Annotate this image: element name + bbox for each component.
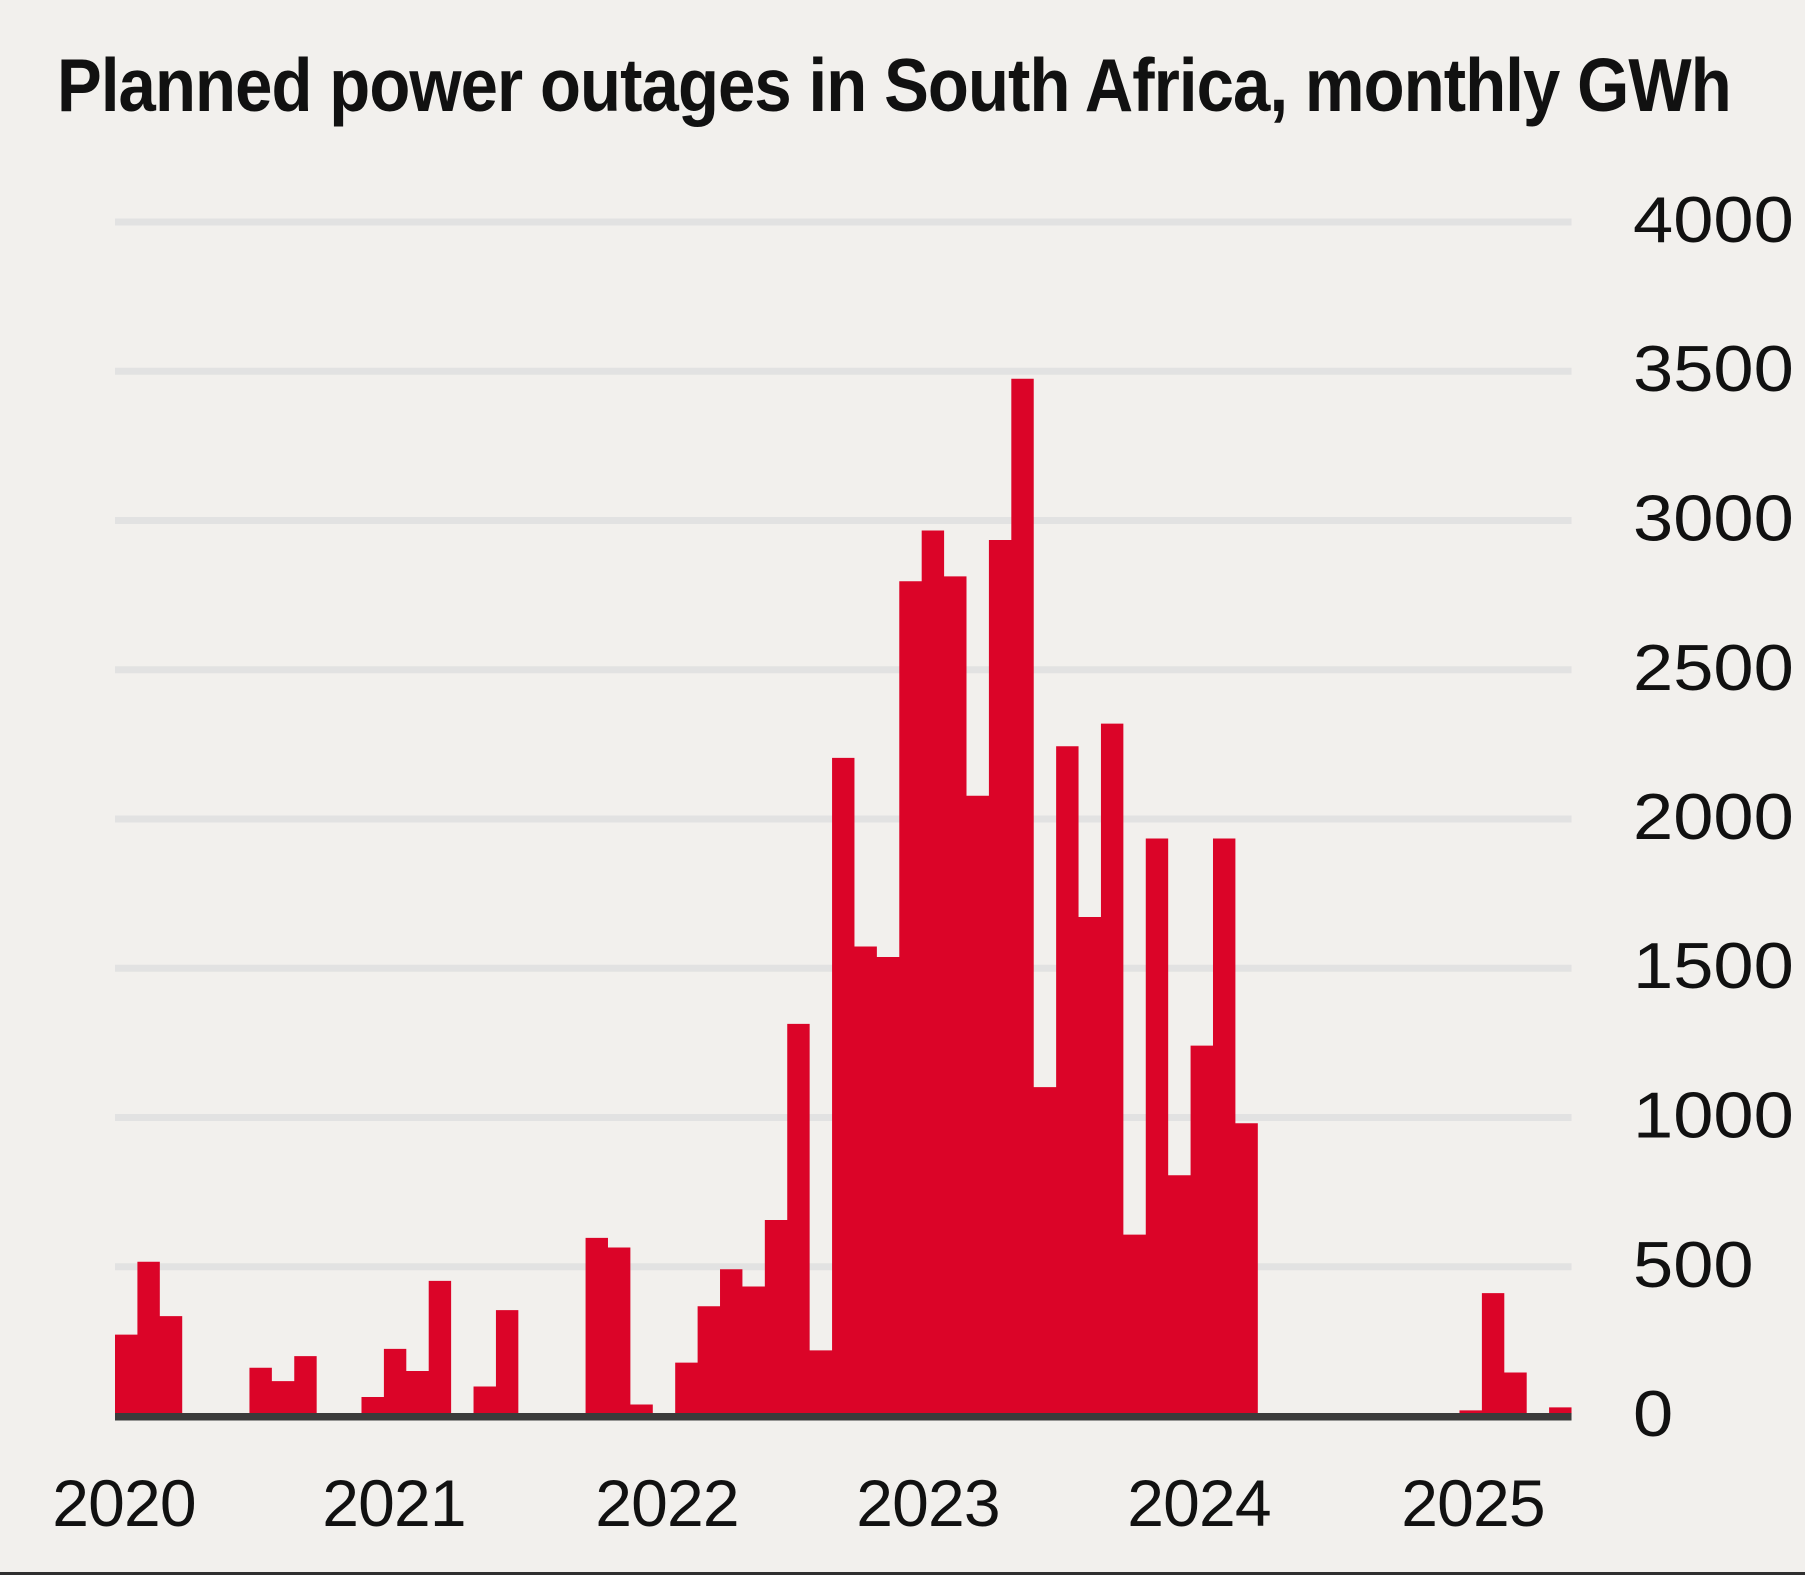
svg-text:2022: 2022 [595,1466,739,1540]
svg-text:3500: 3500 [1633,332,1794,405]
svg-text:2000: 2000 [1633,780,1794,853]
svg-text:3000: 3000 [1633,482,1794,555]
svg-text:2021: 2021 [322,1466,466,1540]
svg-text:0: 0 [1633,1377,1673,1450]
svg-text:2020: 2020 [52,1466,196,1540]
svg-text:2023: 2023 [856,1466,1000,1540]
svg-text:500: 500 [1633,1228,1754,1301]
svg-text:1500: 1500 [1633,929,1794,1002]
svg-text:2500: 2500 [1633,631,1794,704]
svg-text:4000: 4000 [1633,183,1794,256]
svg-text:2025: 2025 [1401,1466,1545,1540]
svg-text:1000: 1000 [1633,1079,1794,1152]
svg-text:2024: 2024 [1127,1466,1271,1540]
